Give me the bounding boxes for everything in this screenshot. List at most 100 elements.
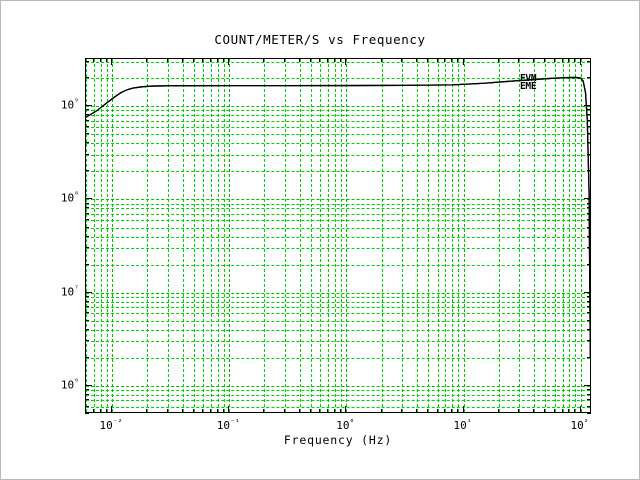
x-axis-tick xyxy=(334,409,335,413)
gridline-vertical xyxy=(264,59,266,412)
y-axis-tick-right xyxy=(587,133,591,135)
x-tick-label: 10⁰ xyxy=(336,417,355,432)
gridline-vertical xyxy=(328,59,330,412)
y-axis-tick xyxy=(85,340,89,342)
y-axis-tick xyxy=(85,119,89,121)
y-axis-tick xyxy=(85,142,89,144)
x-tick-label: 10⁻¹ xyxy=(216,417,240,432)
x-tick-label: 10⁻² xyxy=(99,417,123,432)
y-axis-tick-right xyxy=(587,226,591,228)
x-axis-tick-top xyxy=(85,58,86,62)
y-axis-tick xyxy=(85,198,92,200)
y-axis-tick-right xyxy=(587,114,591,116)
y-axis-tick-right xyxy=(587,312,591,314)
y-axis-tick-right xyxy=(587,295,591,297)
gridline-vertical xyxy=(223,59,225,412)
x-axis-tick-top xyxy=(579,58,581,65)
gridline-horizontal xyxy=(86,115,590,117)
x-axis-tick-top xyxy=(518,58,520,62)
x-axis-tick xyxy=(561,409,563,413)
x-axis-tick-top xyxy=(99,58,101,62)
y-axis-tick xyxy=(85,207,89,209)
x-axis-title: Frequency (Hz) xyxy=(283,433,393,447)
gridline-horizontal xyxy=(86,248,590,250)
gridline-vertical xyxy=(341,59,342,412)
y-axis-tick-right xyxy=(587,119,591,121)
x-axis-tick xyxy=(436,409,438,413)
x-axis-tick-top xyxy=(216,58,218,62)
y-axis-tick xyxy=(85,105,92,107)
series-line xyxy=(86,76,590,358)
x-axis-tick-top xyxy=(284,58,286,62)
y-axis-tick-right xyxy=(587,405,591,407)
x-tick-label: 10¹ xyxy=(453,417,472,432)
y-axis-tick xyxy=(85,153,89,155)
gridline-horizontal xyxy=(86,213,590,215)
x-axis-tick-top xyxy=(263,58,265,62)
x-axis-tick xyxy=(181,409,183,413)
gridline-vertical xyxy=(285,59,287,412)
y-axis-tick xyxy=(85,235,89,237)
y-axis-tick-right xyxy=(587,306,591,308)
gridline-horizontal xyxy=(86,292,590,294)
gridline-vertical xyxy=(93,59,95,412)
legend-label-eme: EME xyxy=(520,81,537,92)
gridline-vertical xyxy=(562,59,564,412)
y-axis-tick-right xyxy=(587,247,591,249)
gridline-vertical xyxy=(182,59,184,412)
x-axis-tick xyxy=(444,409,446,413)
x-axis-tick-top xyxy=(544,58,546,62)
x-axis-tick xyxy=(263,409,265,413)
gridline-vertical xyxy=(229,59,231,412)
y-axis-tick xyxy=(85,247,89,249)
y-axis-tick xyxy=(85,170,89,172)
y-axis-tick xyxy=(85,109,89,111)
x-axis-tick-top xyxy=(334,58,335,62)
x-axis-tick xyxy=(192,409,194,413)
x-axis-tick xyxy=(579,406,581,413)
x-axis-tick-top xyxy=(340,58,341,62)
x-axis-tick xyxy=(451,409,453,413)
plot-area: EVM EME xyxy=(85,58,591,413)
gridline-horizontal xyxy=(86,236,590,238)
gridline-horizontal xyxy=(86,395,590,396)
y-axis-tick xyxy=(85,77,89,78)
gridline-vertical xyxy=(320,59,322,412)
x-axis-tick-top xyxy=(146,58,148,62)
x-axis-tick xyxy=(544,409,546,413)
x-axis-tick xyxy=(553,409,555,413)
gridline-horizontal xyxy=(86,143,590,145)
y-axis-tick xyxy=(85,291,92,293)
x-axis-tick xyxy=(99,409,101,413)
legend-label-evm: EVM xyxy=(520,73,537,84)
chart-title: COUNT/METER/S vs Frequency xyxy=(214,32,426,47)
x-axis-tick xyxy=(415,409,417,413)
gridline-vertical xyxy=(311,59,312,412)
gridline-vertical xyxy=(217,59,219,412)
series-line xyxy=(86,76,590,358)
x-axis-tick-top xyxy=(444,58,446,62)
x-axis-tick xyxy=(518,409,520,413)
y-axis-tick xyxy=(85,306,89,308)
x-axis-tick xyxy=(92,409,94,413)
gridline-horizontal xyxy=(86,203,590,205)
gridline-vertical xyxy=(346,59,348,412)
y-axis-tick-right xyxy=(587,153,591,155)
y-axis-tick-right xyxy=(587,202,591,204)
x-axis-tick-top xyxy=(166,58,168,62)
x-axis-tick xyxy=(568,409,570,413)
y-axis-tick-right xyxy=(587,389,591,391)
x-axis-tick xyxy=(574,409,576,413)
x-axis-tick-top xyxy=(181,58,183,62)
x-axis-tick-top xyxy=(210,58,211,62)
y-axis-tick-right xyxy=(587,394,591,395)
gridline-vertical xyxy=(112,59,113,412)
y-axis-tick-right xyxy=(587,60,591,62)
gridline-horizontal xyxy=(86,301,590,303)
gridline-horizontal xyxy=(86,341,590,343)
y-axis-tick-right xyxy=(587,109,591,111)
x-axis-tick xyxy=(222,409,224,413)
x-axis-tick-top xyxy=(222,58,224,62)
y-axis-tick xyxy=(85,394,89,395)
